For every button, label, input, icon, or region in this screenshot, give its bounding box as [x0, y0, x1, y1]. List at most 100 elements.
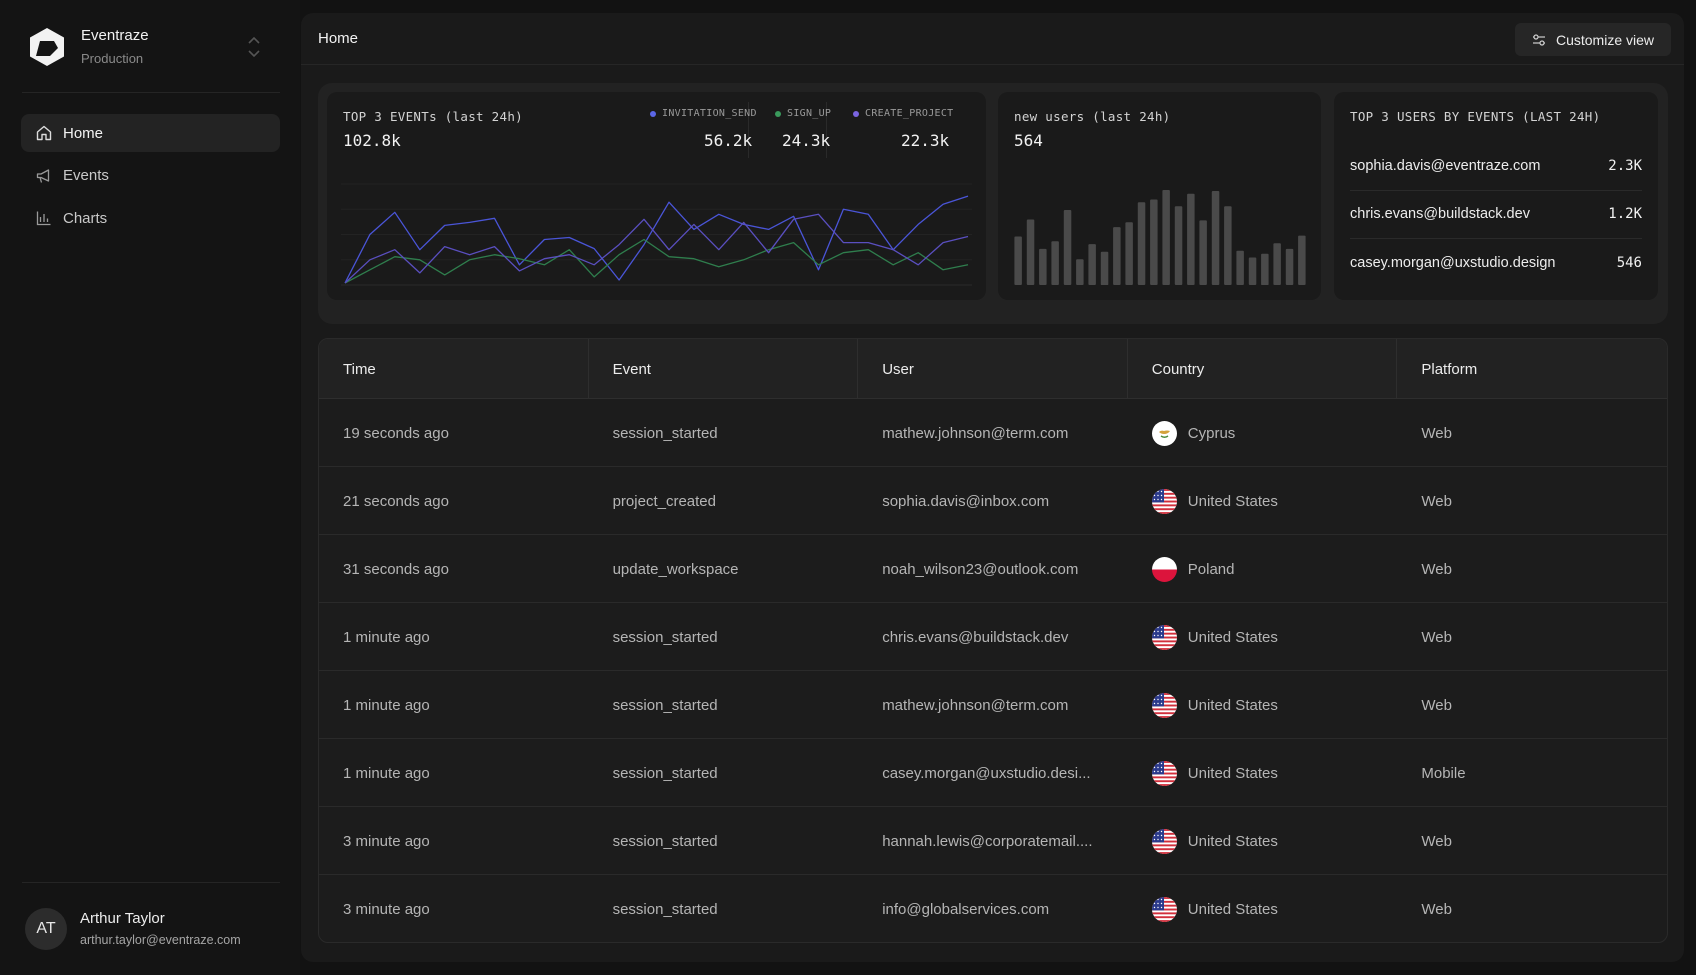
cell-time: 3 minute ago	[343, 900, 430, 918]
table-row[interactable]: 1 minute ago session_started mathew.john…	[319, 671, 1667, 739]
cell-country: Poland	[1128, 535, 1398, 603]
cell-user: chris.evans@buildstack.dev	[882, 628, 1069, 646]
cell-country: United States	[1128, 875, 1398, 942]
series-line-sign-up	[344, 238, 969, 284]
cell-time: 1 minute ago	[343, 628, 430, 646]
legend-divider	[826, 102, 827, 158]
sidebar-item-home[interactable]: Home	[21, 114, 280, 152]
sidebar-item-events[interactable]: Events	[21, 157, 280, 195]
home-icon	[35, 124, 53, 142]
legend-item-create-project[interactable]: CREATE_PROJECT	[853, 108, 954, 119]
cell-event: session_started	[612, 764, 718, 782]
top-user-count: 546	[1616, 255, 1642, 272]
table-row[interactable]: 21 seconds ago project_created sophia.da…	[319, 467, 1667, 535]
sidebar-item-label: Charts	[63, 209, 108, 227]
sidebar-item-charts[interactable]: Charts	[21, 199, 280, 237]
card-title: TOP 3 USERS BY EVENTS (LAST 24H)	[1350, 109, 1601, 124]
top-user-email: chris.evans@buildstack.dev	[1350, 206, 1530, 223]
page-title: Home	[318, 30, 359, 47]
cell-user: noah_wilson23@outlook.com	[882, 560, 1079, 578]
top-user-row[interactable]: sophia.davis@eventraze.com 2.3K	[1350, 142, 1642, 191]
legend-divider	[748, 102, 749, 158]
cell-country: United States	[1128, 739, 1398, 807]
cell-user: info@globalservices.com	[882, 900, 1050, 918]
sidebar-item-label: Home	[63, 124, 104, 142]
brand-environment: Production	[81, 51, 144, 66]
bar	[1261, 253, 1269, 285]
column-header-user[interactable]: User	[858, 339, 1128, 399]
table-row[interactable]: 19 seconds ago session_started mathew.jo…	[319, 399, 1667, 467]
avatar: AT	[25, 908, 67, 950]
legend-item-invitation-send[interactable]: INVITATION_SEND	[650, 108, 757, 119]
new-users-bar-chart	[1014, 190, 1306, 285]
legend-label: SIGN_UP	[787, 108, 832, 119]
cell-event: update_workspace	[612, 560, 739, 578]
top-bar: Home Customize view	[301, 13, 1684, 65]
legend-dot	[650, 110, 656, 117]
cell-country: Cyprus	[1128, 399, 1398, 467]
main-panel: Home Customize view TOP 3 EVENTs (last 2…	[301, 13, 1684, 962]
bar	[1199, 220, 1207, 285]
cell-time: 3 minute ago	[343, 832, 430, 850]
column-header-time[interactable]: Time	[319, 339, 589, 399]
chevron-up-down-icon[interactable]	[245, 34, 263, 60]
table-row[interactable]: 31 seconds ago update_workspace noah_wil…	[319, 535, 1667, 603]
user-profile[interactable]: AT Arthur Taylor arthur.taylor@eventraze…	[25, 907, 285, 951]
top-user-row[interactable]: casey.morgan@uxstudio.design 546	[1350, 239, 1642, 288]
brand[interactable]: Eventraze Production	[26, 26, 266, 68]
sliders-icon	[1532, 33, 1545, 46]
cell-platform: Web	[1421, 832, 1452, 850]
sidebar-item-label: Events	[63, 167, 109, 184]
bar	[1236, 250, 1244, 285]
cell-event: session_started	[612, 628, 718, 646]
brand-name: Eventraze	[81, 27, 149, 44]
legend-value: 56.2k	[704, 131, 753, 150]
legend-item-sign-up[interactable]: SIGN_UP	[775, 108, 831, 119]
cell-time: 1 minute ago	[343, 764, 430, 782]
top-events-line-chart	[341, 183, 972, 286]
legend-value: 22.3k	[901, 131, 950, 150]
bar	[1211, 191, 1220, 285]
legend-value: 24.3k	[782, 131, 831, 150]
top-users-list: sophia.davis@eventraze.com 2.3K chris.ev…	[1350, 142, 1642, 288]
top-events-card: TOP 3 EVENTs (last 24h) 102.8k INVITATIO…	[327, 92, 986, 300]
us-flag-icon	[1151, 828, 1177, 854]
cell-user: mathew.johnson@term.com	[882, 696, 1069, 714]
bar	[1248, 257, 1257, 285]
legend-dot	[775, 110, 781, 117]
cell-event: session_started	[612, 832, 718, 850]
card-title: TOP 3 EVENTs (last 24h)	[343, 109, 523, 124]
us-flag-icon	[1151, 896, 1177, 922]
us-flag-icon	[1151, 692, 1177, 718]
country-name: United States	[1187, 492, 1278, 510]
column-header-platform[interactable]: Platform	[1421, 360, 1478, 378]
bar	[1039, 248, 1047, 285]
megaphone-icon	[35, 167, 53, 185]
sidebar-nav: Home Events Charts	[21, 114, 280, 242]
cell-event: session_started	[612, 900, 718, 918]
table-row[interactable]: 1 minute ago session_started casey.morga…	[319, 739, 1667, 807]
sidebar: Eventraze Production Home Events	[0, 0, 300, 975]
cell-event: session_started	[612, 696, 718, 714]
column-header-event[interactable]: Event	[589, 339, 859, 399]
us-flag-icon	[1151, 488, 1177, 514]
bar	[1076, 259, 1084, 285]
customize-view-button[interactable]: Customize view	[1515, 23, 1671, 56]
events-table: Time Event User Country Platform 19 seco…	[318, 338, 1668, 943]
column-header-country[interactable]: Country	[1128, 339, 1398, 399]
top-user-row[interactable]: chris.evans@buildstack.dev 1.2K	[1350, 191, 1642, 239]
bar	[1051, 241, 1059, 285]
cell-user: sophia.davis@inbox.com	[882, 492, 1050, 510]
legend-dot	[853, 110, 859, 117]
table-header: Time Event User Country Platform	[319, 339, 1667, 399]
table-row[interactable]: 3 minute ago session_started hannah.lewi…	[319, 807, 1667, 875]
cell-platform: Web	[1421, 900, 1452, 918]
bar	[1063, 210, 1072, 285]
country-name: United States	[1187, 832, 1278, 850]
cell-user: casey.morgan@uxstudio.desi...	[882, 764, 1091, 782]
table-row[interactable]: 3 minute ago session_started info@global…	[319, 875, 1667, 942]
user-email: arthur.taylor@eventraze.com	[80, 933, 241, 947]
cell-platform: Web	[1421, 424, 1452, 442]
table-row[interactable]: 1 minute ago session_started chris.evans…	[319, 603, 1667, 671]
